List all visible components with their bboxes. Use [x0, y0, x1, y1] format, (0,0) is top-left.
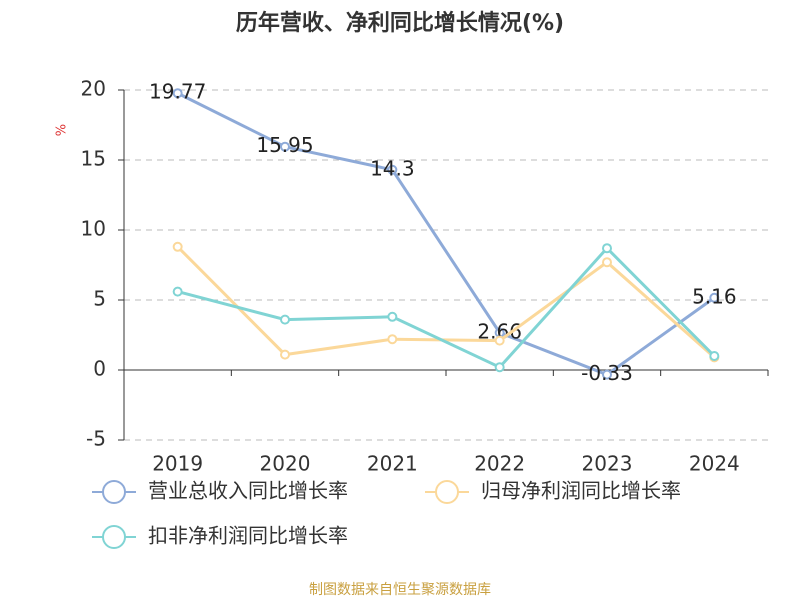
data-point	[280, 314, 290, 325]
data-point	[494, 362, 505, 373]
chart-title: 历年营收、净利同比增长情况(%)	[236, 10, 564, 36]
x-tick-label: 2020	[260, 452, 311, 476]
data-point	[280, 349, 290, 360]
x-tick-label: 2023	[582, 452, 633, 476]
data-label: -0.33	[581, 361, 633, 385]
x-tick-label: 2019	[152, 452, 203, 476]
y-tick-label: 0	[93, 357, 106, 381]
data-label: 15.95	[256, 133, 313, 157]
y-tick-label: 5	[93, 287, 106, 311]
data-point	[602, 257, 612, 268]
y-tick-label: 20	[81, 77, 106, 101]
series-line	[176, 245, 716, 359]
series-line	[177, 246, 716, 370]
data-label: 14.3	[370, 156, 415, 180]
x-tick-label: 2021	[367, 452, 418, 476]
data-point	[387, 334, 398, 345]
legend-marker	[102, 525, 126, 549]
x-tick-label: 2024	[689, 452, 740, 476]
data-point	[709, 351, 720, 361]
data-label: 19.77	[149, 80, 206, 104]
data-point	[602, 369, 612, 380]
data-point	[172, 241, 183, 252]
legend-marker	[102, 480, 126, 504]
data-point	[494, 335, 505, 346]
x-tick-label: 2022	[474, 452, 525, 476]
data-point	[602, 243, 612, 254]
data-point	[280, 141, 290, 152]
legend-marker	[435, 480, 459, 504]
y-axis-label: %	[55, 124, 70, 136]
source-note: 制图数据来自恒生聚源数据库	[309, 582, 491, 598]
data-point	[387, 164, 398, 175]
legend-label: 营业总收入同比增长率	[148, 479, 348, 503]
data-point	[709, 292, 720, 303]
y-tick-label: -5	[86, 427, 106, 451]
data-point	[172, 88, 183, 99]
series-line	[176, 91, 716, 377]
legend-label: 扣非净利润同比增长率	[148, 524, 348, 548]
y-tick-label: 10	[81, 217, 106, 241]
legend-label: 归母净利润同比增长率	[481, 479, 681, 503]
data-point	[172, 286, 183, 297]
y-tick-label: 15	[81, 147, 106, 171]
data-point	[387, 311, 398, 322]
data-label: 5.16	[692, 284, 737, 308]
